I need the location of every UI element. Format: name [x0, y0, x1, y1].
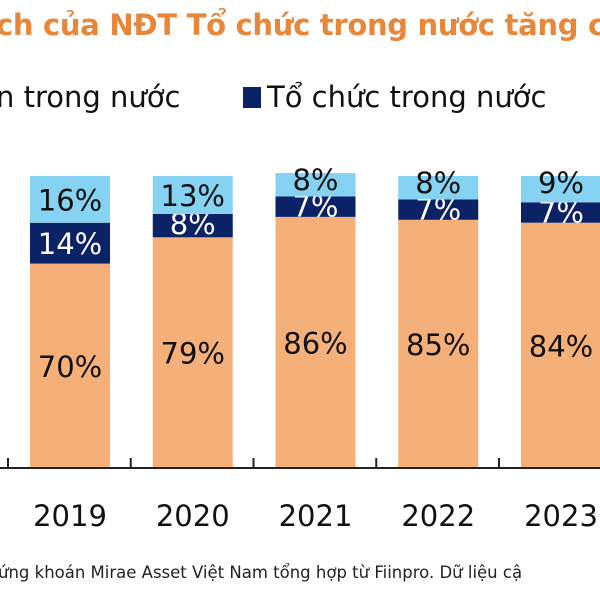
- bar-segment-ca_nhan-2021: [275, 216, 356, 468]
- x-tick-label-2023: 2023: [524, 499, 598, 533]
- data-label-nuoc_ngoai-2020: 13%: [161, 179, 225, 213]
- legend-label: Tổ chức trong nước: [267, 80, 547, 114]
- data-label-nuoc_ngoai-2019: 16%: [38, 183, 102, 217]
- bar-segment-to_chuc-2020: [152, 213, 233, 238]
- data-label-ca_nhan-2019: 70%: [38, 350, 102, 384]
- data-label-to_chuc-2019: 14%: [38, 227, 102, 261]
- data-label-ca_nhan-2023: 84%: [529, 329, 593, 363]
- bar-segment-ca_nhan-2023: [521, 222, 600, 468]
- bar-segment-nuoc_ngoai-2022: [398, 176, 479, 200]
- x-tick-label-2019: 2019: [33, 499, 107, 533]
- bar-segment-nuoc_ngoai-2021: [275, 173, 356, 197]
- data-label-nuoc_ngoai-2023: 9%: [538, 166, 584, 200]
- chart-title: ch của NĐT Tổ chức trong nước tăng c: [0, 8, 600, 42]
- x-tick-label-2022: 2022: [401, 499, 475, 533]
- bar-segment-to_chuc-2021: [275, 196, 356, 217]
- data-label-ca_nhan-2021: 86%: [283, 326, 347, 360]
- bar-segment-ca_nhan-2022: [398, 219, 479, 468]
- bar-segment-nuoc_ngoai-2020: [152, 176, 233, 214]
- data-label-nuoc_ngoai-2021: 8%: [292, 163, 338, 197]
- bar-segment-to_chuc-2022: [398, 199, 479, 220]
- bar-segment-to_chuc-2023: [521, 202, 600, 223]
- legend-item-ca-nhan: n trong nước: [0, 80, 180, 114]
- legend-label: n trong nước: [0, 80, 181, 114]
- legend-swatch-icon: [243, 87, 261, 108]
- bar-segment-ca_nhan-2020: [152, 237, 233, 468]
- legend-item-to-chuc: Tổ chức trong nước: [243, 80, 546, 114]
- bar-segment-nuoc_ngoai-2019: [30, 176, 110, 223]
- bar-segment-to_chuc-2019: [30, 222, 110, 264]
- data-label-nuoc_ngoai-2022: 8%: [415, 166, 461, 200]
- x-tick-label-2021: 2021: [279, 499, 353, 533]
- data-label-ca_nhan-2022: 85%: [406, 328, 470, 362]
- bar-segment-ca_nhan-2019: [30, 263, 110, 468]
- bar-segment-nuoc_ngoai-2023: [521, 176, 600, 203]
- x-tick-label-2020: 2020: [156, 499, 230, 533]
- data-label-ca_nhan-2020: 79%: [161, 337, 225, 371]
- source-note: ứng khoán Mirae Asset Việt Nam tổng hợp …: [0, 563, 523, 582]
